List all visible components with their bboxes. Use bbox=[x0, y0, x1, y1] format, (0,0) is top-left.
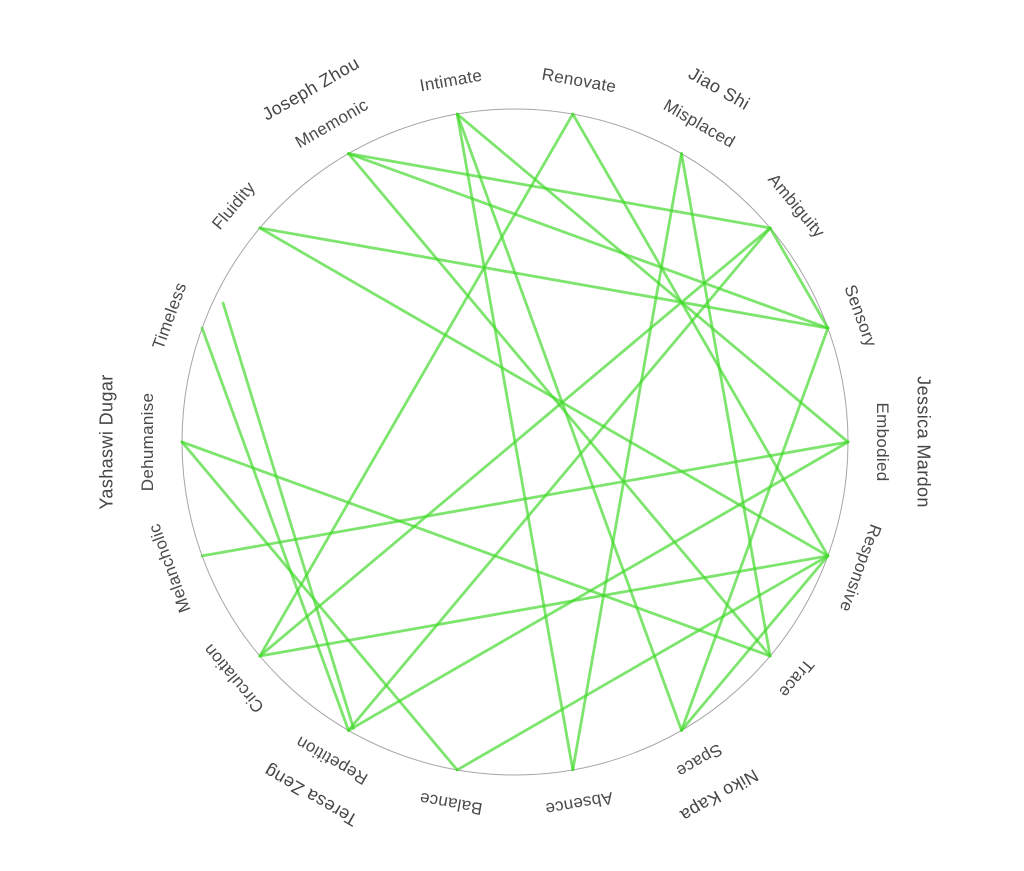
term-label-embodied[interactable]: Embodied bbox=[873, 402, 892, 482]
link-dehumanise-trace bbox=[180, 440, 772, 658]
link-responsive-balance bbox=[455, 554, 830, 772]
link-ambiguity-circulation bbox=[258, 226, 772, 658]
link-renovate-circulation bbox=[258, 112, 575, 658]
link-sensory-mnemonic bbox=[347, 152, 830, 330]
link-ambiguity-repetition bbox=[347, 226, 772, 732]
link-intimate-embodied bbox=[455, 112, 850, 444]
term-label-dehumanise[interactable]: Dehumanise bbox=[138, 392, 157, 492]
link-fluidity-sensory bbox=[258, 226, 830, 330]
link-intimate-space bbox=[455, 112, 683, 732]
link-timeless-repetition bbox=[200, 326, 350, 732]
link-embodied-repetition bbox=[347, 440, 850, 732]
link-timeless-repetition bbox=[221, 301, 355, 730]
link-mnemonic-ambiguity bbox=[347, 152, 772, 230]
person-name-yashaswi-dugar[interactable]: Yashaswi Dugar bbox=[96, 374, 117, 510]
link-misplaced-trace bbox=[680, 152, 772, 658]
link-responsive-space bbox=[680, 554, 830, 732]
person-name-jessica-mardon[interactable]: Jessica Mardon bbox=[913, 376, 934, 508]
link-responsive-fluidity bbox=[258, 226, 830, 558]
link-sensory-ambiguity bbox=[768, 226, 830, 330]
link-sensory-space bbox=[680, 326, 830, 732]
link-misplaced-absence bbox=[571, 152, 683, 772]
link-responsive-renovate bbox=[571, 112, 830, 558]
